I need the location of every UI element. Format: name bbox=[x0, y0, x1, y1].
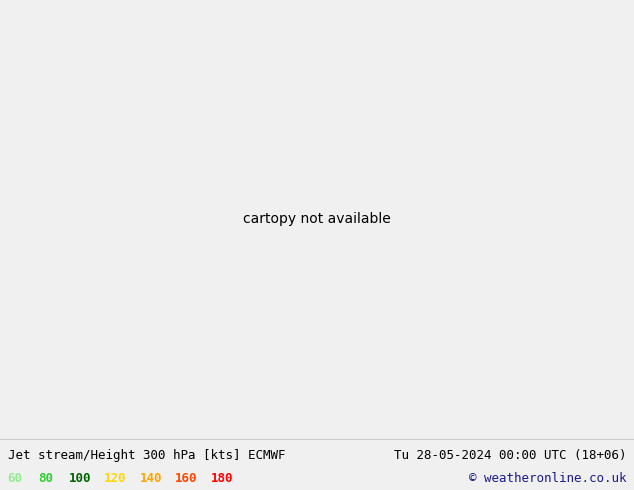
Text: 80: 80 bbox=[38, 472, 53, 485]
Text: 120: 120 bbox=[104, 472, 126, 485]
Text: cartopy not available: cartopy not available bbox=[243, 212, 391, 226]
Text: 160: 160 bbox=[175, 472, 197, 485]
Text: Jet stream/Height 300 hPa [kts] ECMWF: Jet stream/Height 300 hPa [kts] ECMWF bbox=[8, 449, 285, 462]
Text: © weatheronline.co.uk: © weatheronline.co.uk bbox=[469, 472, 626, 485]
Text: Tu 28-05-2024 00:00 UTC (18+06): Tu 28-05-2024 00:00 UTC (18+06) bbox=[394, 449, 626, 462]
Text: 180: 180 bbox=[210, 472, 233, 485]
Text: 140: 140 bbox=[139, 472, 162, 485]
Text: 60: 60 bbox=[8, 472, 23, 485]
Text: 100: 100 bbox=[68, 472, 91, 485]
